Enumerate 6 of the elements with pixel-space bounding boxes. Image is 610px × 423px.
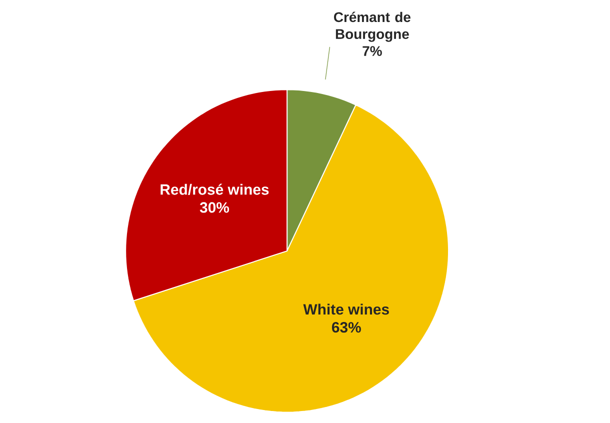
- data-label: 63%: [332, 322, 361, 333]
- slice-label: White wines: [303, 304, 389, 315]
- slice-label: Red/rosé wines: [160, 184, 269, 195]
- data-label: 7%: [362, 46, 382, 56]
- slice-label: Crémant de Bourgogne: [334, 12, 410, 42]
- data-label: 30%: [200, 202, 230, 213]
